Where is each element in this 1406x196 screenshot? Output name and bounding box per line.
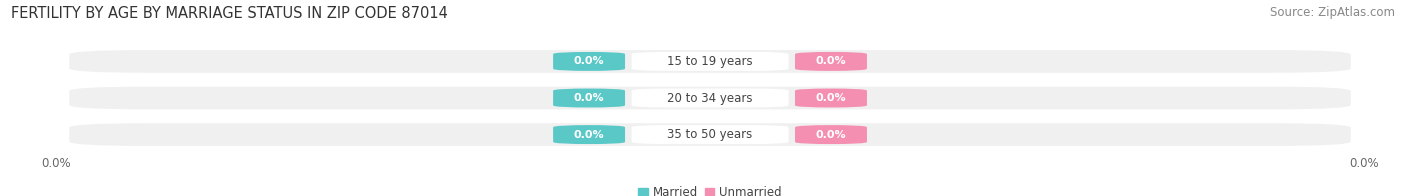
Text: 0.0%: 0.0% bbox=[574, 93, 605, 103]
FancyBboxPatch shape bbox=[631, 125, 789, 144]
Text: 0.0%: 0.0% bbox=[815, 93, 846, 103]
FancyBboxPatch shape bbox=[553, 125, 626, 144]
FancyBboxPatch shape bbox=[553, 52, 626, 71]
FancyBboxPatch shape bbox=[794, 52, 868, 71]
Text: 15 to 19 years: 15 to 19 years bbox=[668, 55, 752, 68]
FancyBboxPatch shape bbox=[794, 125, 868, 144]
Text: 0.0%: 0.0% bbox=[815, 56, 846, 66]
Text: FERTILITY BY AGE BY MARRIAGE STATUS IN ZIP CODE 87014: FERTILITY BY AGE BY MARRIAGE STATUS IN Z… bbox=[11, 6, 449, 21]
FancyBboxPatch shape bbox=[631, 52, 789, 71]
FancyBboxPatch shape bbox=[69, 123, 1351, 146]
Text: 0.0%: 0.0% bbox=[815, 130, 846, 140]
FancyBboxPatch shape bbox=[69, 50, 1351, 73]
FancyBboxPatch shape bbox=[631, 88, 789, 108]
Text: 20 to 34 years: 20 to 34 years bbox=[668, 92, 752, 104]
FancyBboxPatch shape bbox=[794, 88, 868, 108]
Text: 0.0%: 0.0% bbox=[574, 130, 605, 140]
Text: 35 to 50 years: 35 to 50 years bbox=[668, 128, 752, 141]
Text: Source: ZipAtlas.com: Source: ZipAtlas.com bbox=[1270, 6, 1395, 19]
FancyBboxPatch shape bbox=[69, 87, 1351, 109]
Legend: Married, Unmarried: Married, Unmarried bbox=[634, 182, 786, 196]
FancyBboxPatch shape bbox=[553, 88, 626, 108]
Text: 0.0%: 0.0% bbox=[574, 56, 605, 66]
